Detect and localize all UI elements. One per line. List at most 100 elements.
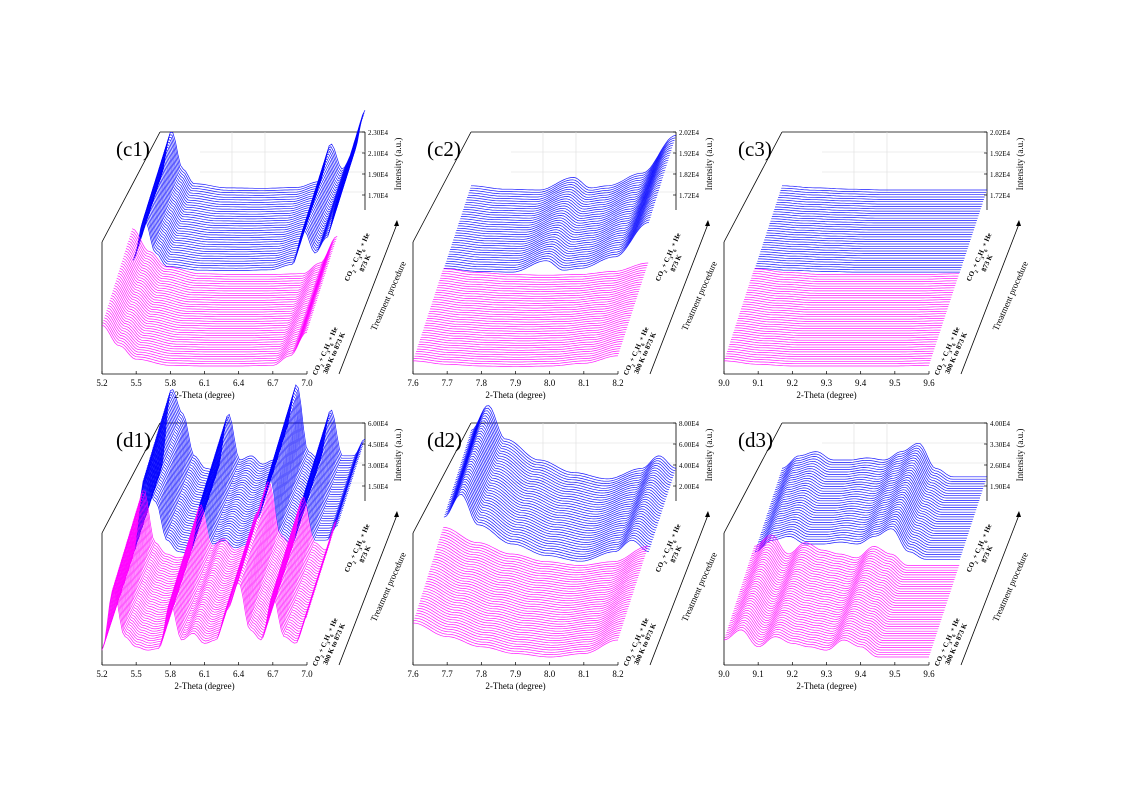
blue-series-curve: [141, 168, 348, 243]
magenta-series-curve: [727, 619, 933, 648]
blue-series-curve: [137, 181, 344, 255]
z-tick-label: 8.00E4: [679, 420, 700, 428]
blue-series-curve: [775, 462, 981, 497]
magenta-series-curve: [747, 289, 953, 296]
magenta-series-curve: [132, 228, 338, 275]
magenta-series-curve: [117, 275, 323, 320]
blue-series-curve: [143, 163, 350, 239]
blue-series-curve: [447, 209, 653, 261]
magenta-series-curve: [742, 571, 948, 602]
magenta-series-curve: [730, 610, 936, 639]
magenta-series-curve: [440, 536, 646, 576]
blue-series-curve: [144, 158, 351, 234]
blue-series-curve: [464, 154, 670, 210]
blue-series-curve: [757, 518, 963, 551]
magenta-series-curve: [419, 603, 625, 639]
blue-series-curve: [763, 242, 969, 247]
magenta-series-curve: [726, 622, 932, 651]
blue-series-curve: [780, 447, 986, 482]
magenta-series-curve: [124, 507, 330, 582]
blue-series-curve: [134, 194, 340, 267]
left-depth-edge: [412, 131, 472, 243]
z-tick-label: 4.00E4: [990, 420, 1011, 428]
blue-series-curve: [149, 143, 356, 220]
blue-series-curve: [774, 467, 980, 501]
magenta-series-curve: [735, 593, 941, 623]
magenta-series-curve: [110, 297, 316, 341]
x-tick-label: 7.0: [301, 669, 313, 679]
chart-panel: 7.6 7.7 7.8 7.9 8.0 8.1 8.2 2-Theta (degree) 8.0…: [407, 405, 719, 691]
x-tick-label: 5.5: [131, 669, 143, 679]
magenta-series-curve: [110, 553, 316, 625]
magenta-series-curve: [130, 486, 336, 563]
blue-series-curve: [776, 459, 982, 494]
magenta-series-curve: [436, 549, 642, 587]
blue-series-curve: [451, 197, 657, 250]
magenta-series-curve: [129, 235, 335, 282]
chart-panel: 9.0 9.1 9.2 9.3 9.4 9.5 9.6 2-Theta (degree) 2.0…: [718, 129, 1030, 400]
magenta-series-curve: [124, 504, 331, 580]
blue-series-curve: [756, 523, 962, 555]
blue-series-curve: [470, 405, 677, 480]
blue-series-curve: [781, 187, 987, 193]
z-axis-title: Intensity (a.u.): [1015, 138, 1025, 191]
magenta-series-curve: [422, 593, 628, 630]
magenta-series-curve: [743, 568, 949, 599]
z-tick-label: 1.92E4: [990, 150, 1011, 158]
blue-series-curve: [469, 410, 675, 484]
treatment-axis-line: [338, 223, 398, 375]
magenta-series-curve: [102, 322, 308, 365]
x-tick-label: 9.1: [753, 378, 764, 388]
magenta-series-curve: [107, 307, 313, 350]
magenta-series-curve: [414, 350, 620, 363]
magenta-series-curve: [118, 525, 325, 599]
magenta-series-curve: [103, 319, 309, 362]
x-tick-label: 9.3: [821, 669, 833, 679]
blue-series-curve: [150, 415, 356, 502]
blue-series-curve: [761, 508, 967, 541]
blue-series-curve: [454, 189, 660, 242]
x-tick-label: 7.7: [442, 669, 454, 679]
blue-series-curve: [452, 194, 658, 247]
magenta-series-curve: [740, 578, 946, 609]
blue-series-curve: [459, 443, 665, 515]
blue-series-curve: [771, 218, 977, 224]
magenta-series-curve: [131, 230, 337, 278]
magenta-series-curve: [414, 617, 620, 653]
magenta-series-curve: [107, 561, 314, 632]
blue-series-curve: [759, 513, 965, 546]
magenta-series-curve: [426, 312, 632, 325]
magenta-series-curve: [434, 288, 640, 302]
x-tick-label: 9.2: [787, 669, 798, 679]
z-tick-label: 1.82E4: [990, 171, 1011, 179]
z-tick-label: 3.00E4: [368, 462, 389, 470]
magenta-series-curve: [748, 551, 954, 583]
treatment-axis-line: [649, 223, 709, 375]
magenta-series-curve: [419, 600, 626, 637]
blue-series-curve: [158, 115, 364, 194]
magenta-series-curve: [728, 614, 934, 644]
magenta-series-curve: [750, 280, 956, 287]
blue-series-curve: [142, 166, 349, 241]
blue-series-curve: [755, 525, 961, 558]
magenta-series-curve: [727, 351, 933, 357]
magenta-series-curve: [438, 541, 644, 580]
blue-series-curve: [143, 438, 350, 523]
blue-series-curve: [445, 489, 651, 557]
magenta-series-curve: [731, 336, 937, 343]
magenta-series-curve: [425, 583, 631, 620]
x-tick-label: 8.1: [578, 378, 589, 388]
magenta-series-curve: [116, 277, 322, 322]
blue-series-curve: [766, 491, 972, 525]
magenta-series-curve: [105, 312, 312, 355]
magenta-series-curve: [442, 265, 648, 278]
magenta-series-curve: [727, 348, 933, 355]
magenta-series-curve: [109, 300, 315, 343]
treatment-axis-title: Treatment procedure: [679, 551, 719, 623]
blue-series-curve: [471, 135, 677, 191]
magenta-series-curve: [433, 291, 639, 304]
magenta-series-curve: [417, 607, 623, 644]
x-tick-label: 9.2: [787, 378, 798, 388]
blue-series-curve: [158, 389, 364, 478]
